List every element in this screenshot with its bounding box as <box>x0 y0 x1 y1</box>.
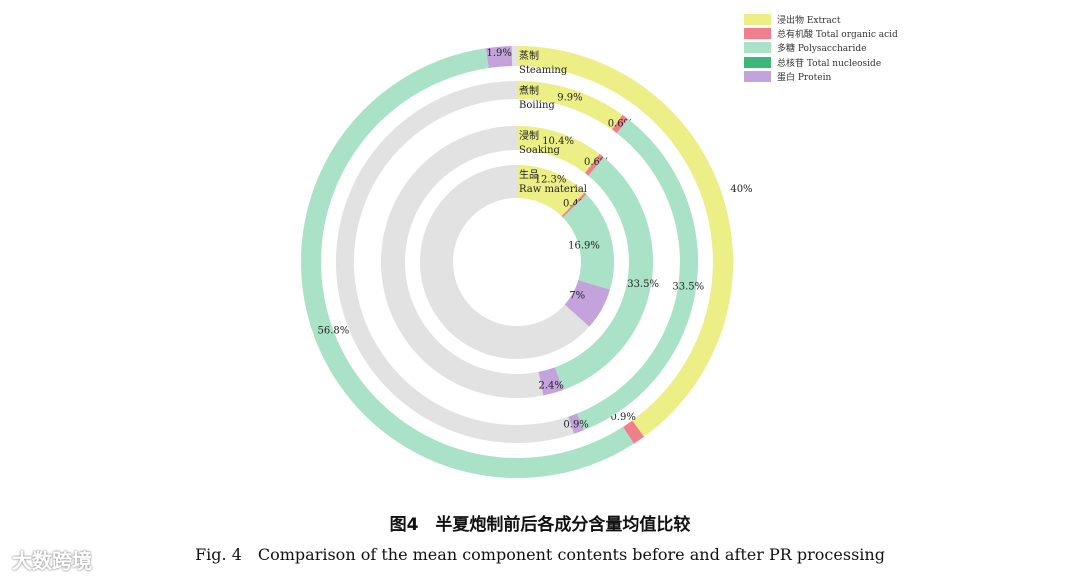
legend-item-total-nucleoside: 总核苷 Total nucleoside <box>744 55 898 69</box>
ring-segment-soaking-total-organic-acid <box>585 154 604 176</box>
ring-segment-soaking-extract <box>517 126 600 174</box>
legend-item-total-organic-acid: 总有机酸 Total organic acid <box>744 26 898 40</box>
legend-label-protein: 蛋白 Protein <box>777 73 832 84</box>
legend-item-protein: 蛋白 Protein <box>744 70 898 84</box>
data-label-boiling-extract: 9.9% <box>557 92 582 103</box>
legend-item-polysaccharide: 多糖 Polysaccharide <box>744 41 898 55</box>
chart-legend: 浸出物 Extract 总有机酸 Total organic acid 多糖 Pol… <box>744 12 898 84</box>
data-label-boiling-total-organic-acid: 0.6% <box>608 118 633 129</box>
ring-name-en-raw-material: Raw material <box>519 184 587 195</box>
ring-segment-raw-material-total-organic-acid <box>561 192 587 218</box>
legend-swatch-total-nucleoside <box>744 56 771 68</box>
legend-label-total-organic-acid: 总有机酸 Total organic acid <box>777 30 898 41</box>
ring-segment-steaming-protein <box>485 46 513 69</box>
ring-name-en-boiling: Boiling <box>519 100 555 111</box>
ring-segment-boiling-extract <box>517 81 623 130</box>
data-label-soaking-protein: 2.4% <box>538 380 563 391</box>
legend-label-extract: 浸出物 Extract <box>777 15 841 26</box>
data-label-soaking-total-organic-acid: 0.6% <box>584 157 609 168</box>
data-label-raw-material-protein: 7% <box>569 291 585 302</box>
legend-swatch-polysaccharide <box>744 42 771 54</box>
ring-name-zh-raw-material: 生品 <box>519 168 539 181</box>
data-label-boiling-protein: 0.9% <box>563 420 588 431</box>
ring-segment-raw-material-polysaccharide <box>562 194 614 290</box>
ring-name-zh-steaming: 蒸制 <box>519 49 539 62</box>
data-label-soaking-extract: 10.4% <box>542 136 574 147</box>
ring-segment-boiling-total-organic-acid <box>611 114 628 134</box>
legend-swatch-extract <box>744 13 771 25</box>
ring-name-en-soaking: Soaking <box>519 145 561 156</box>
figure-caption-zh: 图4 半夏炮制前后各成分含量均值比较 <box>389 515 691 535</box>
data-label-steaming-total-organic-acid: 0.9% <box>610 412 635 423</box>
data-label-steaming-polysaccharide: 56.8% <box>318 326 350 337</box>
ring-name-zh-boiling: 煮制 <box>519 84 539 97</box>
donut-chart: 40% 0.9% 56.8% 1.9% 蒸制 Steaming 9.9% 0.6% 33.5% 0… <box>300 46 753 479</box>
ring-segment-boiling-protein <box>568 413 584 434</box>
legend-label-total-nucleoside: 总核苷 Total nucleoside <box>777 58 882 69</box>
legend-label-polysaccharide: 多糖 Polysaccharide <box>777 44 867 55</box>
data-label-raw-material-total-organic-acid: 0.4% <box>563 198 588 209</box>
data-label-steaming-protein: 1.9% <box>487 48 512 59</box>
data-label-boiling-polysaccharide: 33.5% <box>672 281 704 292</box>
ring-name-zh-soaking: 浸制 <box>519 129 539 142</box>
ring-segment-soaking-polysaccharide <box>554 157 653 390</box>
figure-caption-en: Fig. 4 Comparison of the mean component … <box>195 545 885 564</box>
legend-item-extract: 浸出物 Extract <box>744 12 898 26</box>
ring-segment-soaking-protein <box>538 367 564 396</box>
legend-swatch-protein <box>744 71 771 83</box>
ring-segment-steaming-extract <box>517 46 733 437</box>
ring-segment-steaming-total-organic-acid <box>623 420 644 444</box>
ring-segment-boiling-polysaccharide <box>577 118 698 431</box>
ring-segment-raw-material-protein <box>564 280 610 327</box>
data-label-steaming-extract: 40% <box>730 184 752 195</box>
watermark-logo: 大数跨境 <box>12 549 92 573</box>
legend-swatch-total-organic-acid <box>744 28 771 40</box>
data-label-soaking-polysaccharide: 33.5% <box>627 279 659 290</box>
data-label-raw-material-extract: 12.3% <box>535 175 567 186</box>
ring-segment-raw-material-extract <box>517 165 585 217</box>
ring-name-en-steaming: Steaming <box>519 65 568 76</box>
data-label-raw-material-polysaccharide: 16.9% <box>568 240 600 251</box>
